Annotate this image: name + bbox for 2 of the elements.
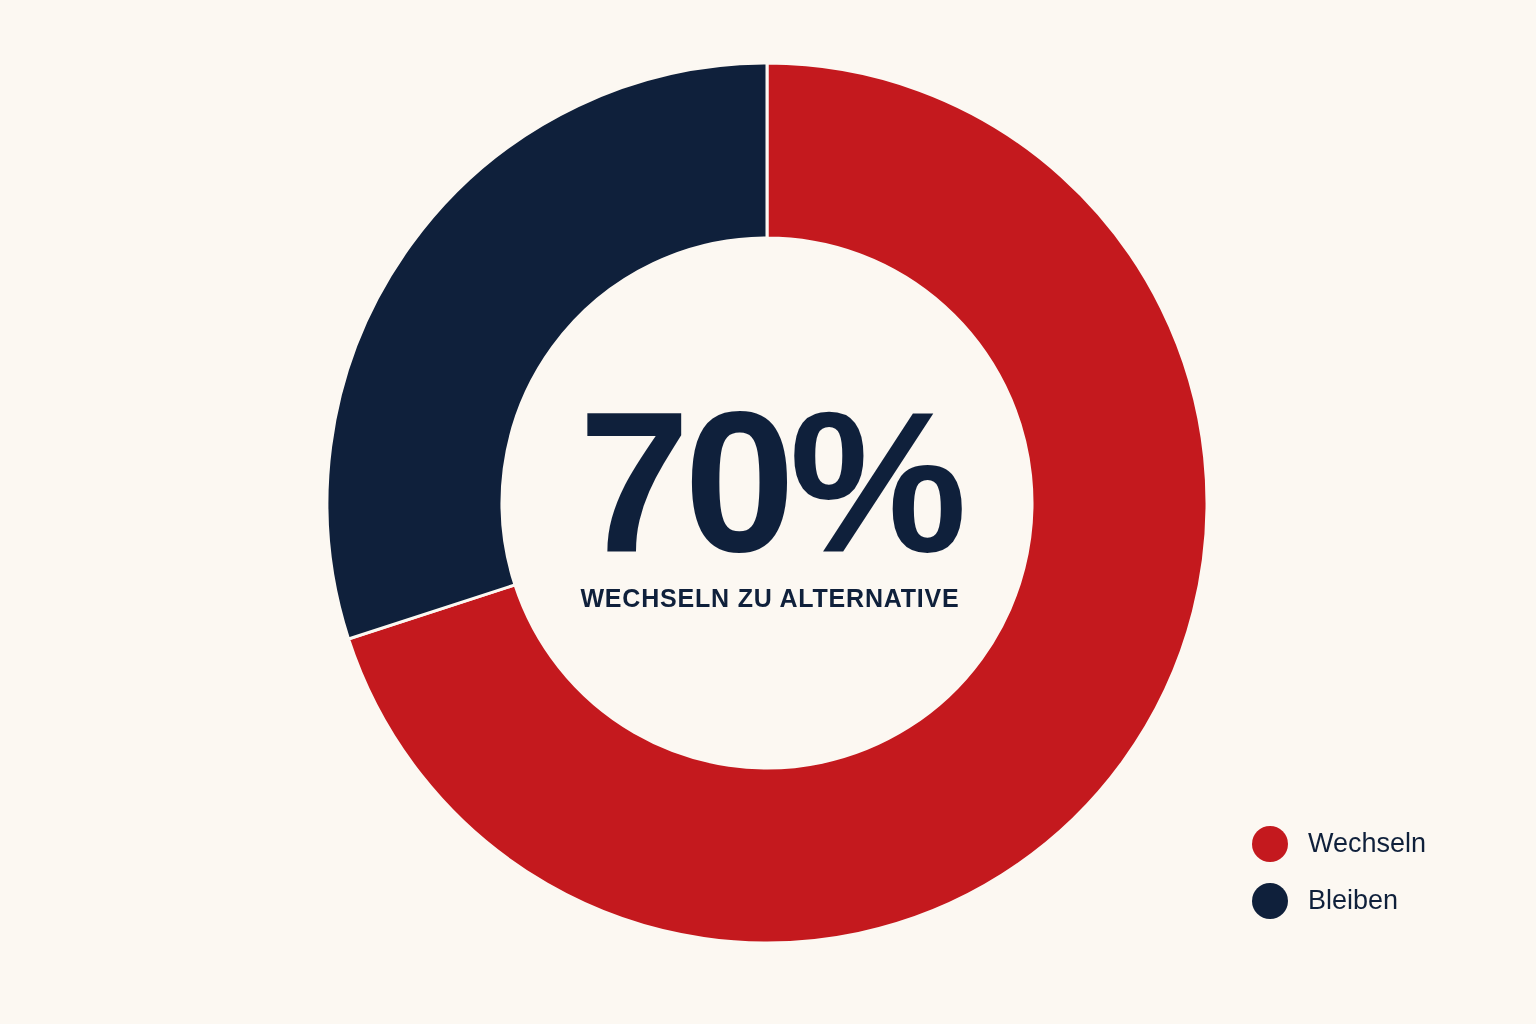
legend-label: Bleiben bbox=[1307, 885, 1399, 916]
legend-label: Wechseln bbox=[1307, 828, 1426, 859]
